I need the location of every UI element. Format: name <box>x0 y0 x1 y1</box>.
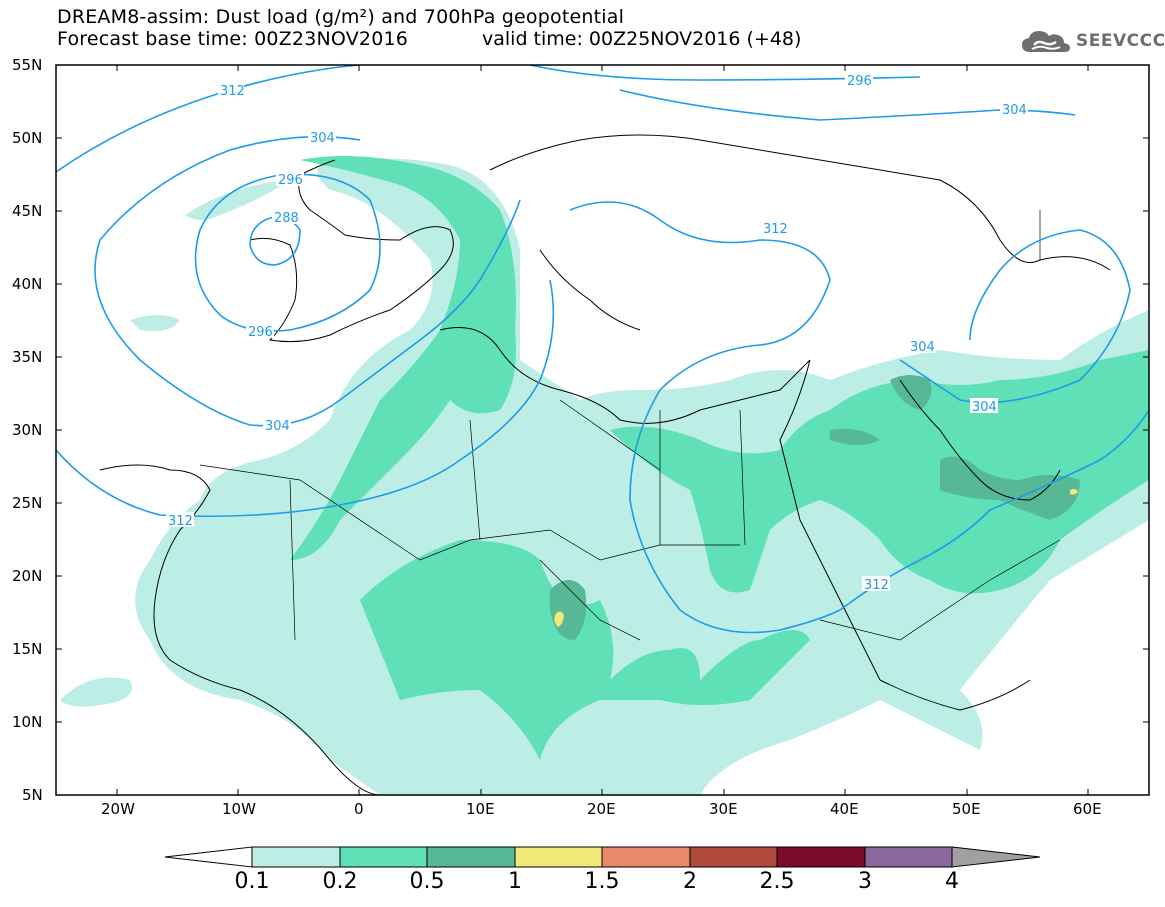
colorbar-label: 1.5 <box>584 869 620 894</box>
lat-label: 20N <box>12 567 43 585</box>
lat-label: 10N <box>12 713 43 731</box>
contour-label: 296 <box>847 74 872 89</box>
contour-labels: 312 296 304 304 296 288 296 312 304 304 … <box>166 72 1028 593</box>
dust-region-peak-oman <box>1070 488 1078 495</box>
lon-label: 50E <box>952 800 981 818</box>
lon-label: 60E <box>1073 800 1102 818</box>
country-borders <box>199 210 1061 641</box>
axis-ticks <box>56 64 1149 795</box>
contour-312-north <box>56 65 361 173</box>
dust-region-light-atlantic <box>130 315 180 332</box>
colorbar-swatch <box>776 846 866 868</box>
lat-label: 40N <box>12 275 43 293</box>
contour-304-low-outer <box>94 135 521 427</box>
lat-label: 45N <box>12 202 43 220</box>
coastlines <box>99 134 1111 795</box>
lon-label: 10W <box>222 800 256 818</box>
dust-region-high-egypt <box>830 428 880 445</box>
valid-time: valid time: 00Z25NOV2016 (+48) <box>482 28 802 50</box>
contour-label: 296 <box>248 325 273 340</box>
contour-label: 312 <box>864 578 889 593</box>
colorbar-swatch <box>864 846 953 868</box>
logo-text: SEEVCCC <box>1076 31 1165 51</box>
contour-label: 312 <box>763 222 788 237</box>
colorbar <box>164 846 1041 868</box>
dust-region-high-sinai <box>890 375 932 410</box>
dust-region-high-gulf <box>940 456 1080 520</box>
colorbar-label: 0.2 <box>322 869 358 894</box>
colorbar-swatch <box>689 846 778 868</box>
dust-region-medium-sahel <box>360 540 810 760</box>
figure-title: DREAM8-assim: Dust load (g/m²) and 700hP… <box>57 6 625 28</box>
lat-label: 5N <box>22 786 43 804</box>
seevccc-logo: SEEVCCC <box>1020 26 1165 56</box>
contour-label: 312 <box>220 84 245 99</box>
colorbar-swatch <box>251 846 341 868</box>
contour-label: 312 <box>168 514 193 529</box>
lon-label: 20E <box>587 800 616 818</box>
lat-label: 35N <box>12 348 43 366</box>
contour-304-east <box>899 229 1131 404</box>
lat-label: 30N <box>12 421 43 439</box>
contour-label: 288 <box>274 211 299 226</box>
contour-label: 304 <box>1002 103 1027 118</box>
colorbar-swatch <box>426 846 516 868</box>
lon-label: 30E <box>709 800 738 818</box>
contour-312-central <box>569 201 841 634</box>
dust-region-peak <box>554 611 564 627</box>
colorbar-label: 2 <box>683 869 697 894</box>
contour-label: 296 <box>278 173 303 188</box>
contour-label: 304 <box>910 340 935 355</box>
colorbar-label: 1 <box>508 869 522 894</box>
colorbar-label: 2.5 <box>759 869 795 894</box>
colorbar-swatch <box>339 846 428 868</box>
lon-label: 20W <box>101 800 135 818</box>
lat-label: 50N <box>12 129 43 147</box>
colorbar-swatch <box>514 846 603 868</box>
contour-label: 304 <box>310 131 335 146</box>
colorbar-label: 0.5 <box>409 869 445 894</box>
lat-label: 25N <box>12 494 43 512</box>
lat-label: 55N <box>12 56 43 74</box>
lat-label: 15N <box>12 640 43 658</box>
lon-label: 40E <box>830 800 859 818</box>
colorbar-swatch <box>601 846 691 868</box>
contour-label: 304 <box>265 419 290 434</box>
colorbar-label: 0.1 <box>234 869 270 894</box>
lon-label: 10E <box>466 800 495 818</box>
contour-label: 304 <box>972 400 997 415</box>
cloud-icon <box>1022 31 1070 52</box>
dust-region-medium <box>290 156 516 560</box>
colorbar-high-arrow <box>951 846 1041 868</box>
colorbar-low-arrow <box>164 846 253 868</box>
colorbar-label: 3 <box>858 869 872 894</box>
contour-312-south <box>56 279 555 518</box>
lon-label: 0 <box>354 800 364 818</box>
contour-312-east <box>839 409 1149 611</box>
dust-region-light-west <box>60 677 132 707</box>
dust-fields <box>60 156 1149 795</box>
forecast-base-time: Forecast base time: 00Z23NOV2016 <box>57 28 409 50</box>
colorbar-label: 4 <box>945 869 959 894</box>
